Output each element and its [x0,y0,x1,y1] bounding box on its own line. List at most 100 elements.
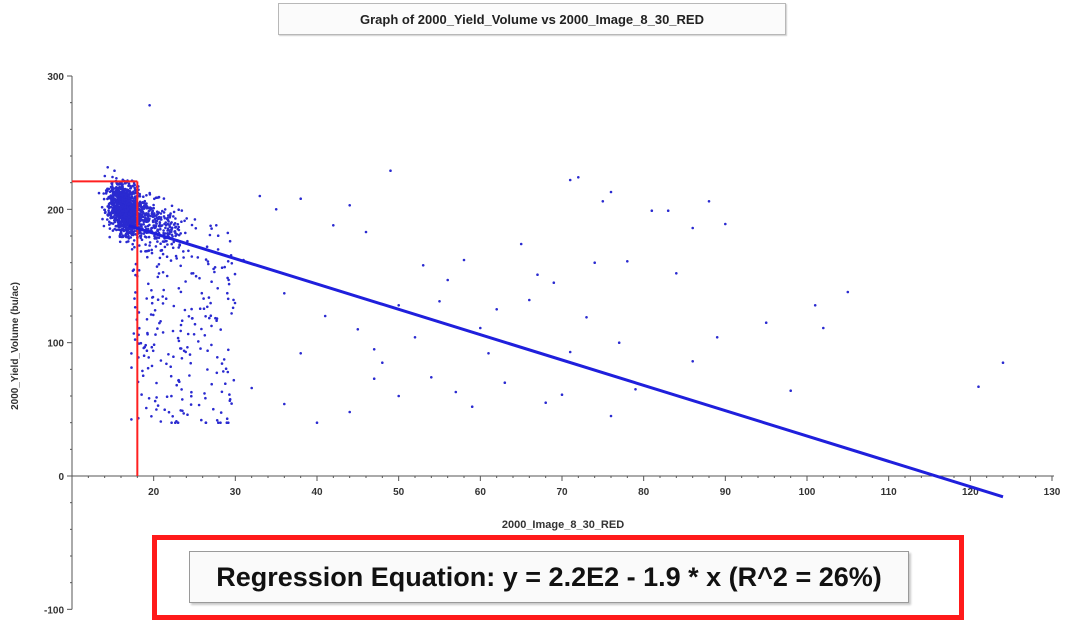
data-point [109,216,112,219]
data-point [118,234,122,237]
data-point [161,302,165,305]
data-point [123,201,126,204]
data-point [222,358,226,361]
data-point [479,326,482,330]
data-point [140,393,143,396]
data-point [138,244,141,247]
data-point [139,209,142,212]
data-point [150,248,153,252]
data-point [208,316,211,320]
data-point [200,418,203,422]
data-point [164,232,167,235]
x-tick-label: 60 [475,487,487,498]
data-point [179,329,182,333]
data-point [180,388,183,391]
data-point [118,200,121,203]
data-point [206,368,209,371]
data-point [172,210,176,214]
data-point [196,256,200,259]
data-point [186,239,189,243]
data-point [162,229,165,232]
data-point [203,334,207,337]
data-point [170,242,173,246]
data-point [151,349,155,353]
data-point [203,392,206,395]
data-point [356,328,360,331]
data-point [126,205,129,209]
data-point [157,272,161,275]
data-point [190,307,193,311]
data-point [315,421,319,425]
data-point [148,209,151,212]
data-point [470,405,474,409]
data-point [153,399,157,403]
data-point [138,223,142,226]
data-point [126,218,129,221]
data-point [182,256,185,259]
data-point [171,235,174,238]
data-point [156,229,160,233]
data-point [421,264,425,267]
data-point [165,255,169,258]
data-point [715,336,719,339]
data-point [159,227,162,231]
data-point [177,228,181,232]
data-point [161,331,165,334]
data-point [115,193,119,196]
data-point [223,265,226,269]
data-point [194,274,198,278]
data-point [132,239,136,242]
data-point [161,209,164,213]
data-point [299,197,303,200]
data-point [159,249,163,252]
data-point [153,226,156,230]
data-point [216,248,220,251]
data-point [147,282,150,286]
data-point [216,287,219,290]
data-point [149,214,153,218]
data-point [131,242,134,246]
data-point [177,246,180,249]
data-point [202,307,206,311]
data-point [186,332,190,336]
data-point [116,190,120,194]
data-point [163,222,166,226]
data-point [108,235,111,239]
data-point [560,393,564,397]
data-point [224,367,228,371]
data-point [250,386,253,390]
data-point [166,243,169,246]
data-point [125,235,128,239]
data-point [143,199,147,203]
data-point [153,197,156,201]
data-point [724,222,727,226]
data-point [158,256,162,260]
data-point [124,210,127,213]
data-point [172,240,175,244]
y-axis-label: 2000_Yield_Volume (bu/ac) [10,282,21,410]
data-point [111,187,115,190]
data-point [151,209,155,213]
data-point [188,353,192,356]
data-point [186,413,189,417]
data-point [119,222,123,226]
data-point [155,381,158,385]
data-point [119,187,122,191]
data-point [132,233,135,236]
data-point [609,414,613,418]
data-point [122,229,126,233]
data-point [148,244,151,247]
data-point [147,397,151,400]
data-point [131,184,135,188]
data-point [130,418,133,421]
data-point [190,255,194,258]
data-point [132,332,136,335]
data-point [707,200,711,203]
data-point [397,304,401,307]
data-point [454,390,458,394]
data-point [190,390,193,394]
data-point [146,224,150,228]
data-point [148,193,152,196]
data-point [180,220,183,223]
data-point [127,237,131,240]
